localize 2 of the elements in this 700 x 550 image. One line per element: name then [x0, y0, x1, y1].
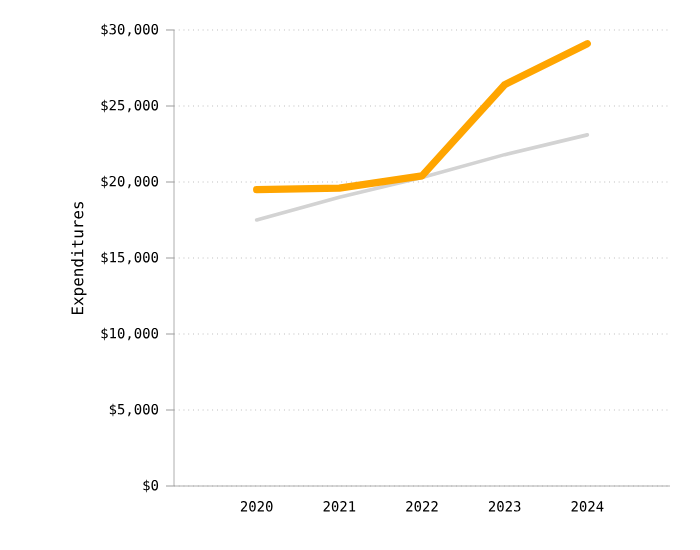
line-series — [254, 133, 590, 222]
line-series — [253, 40, 591, 194]
